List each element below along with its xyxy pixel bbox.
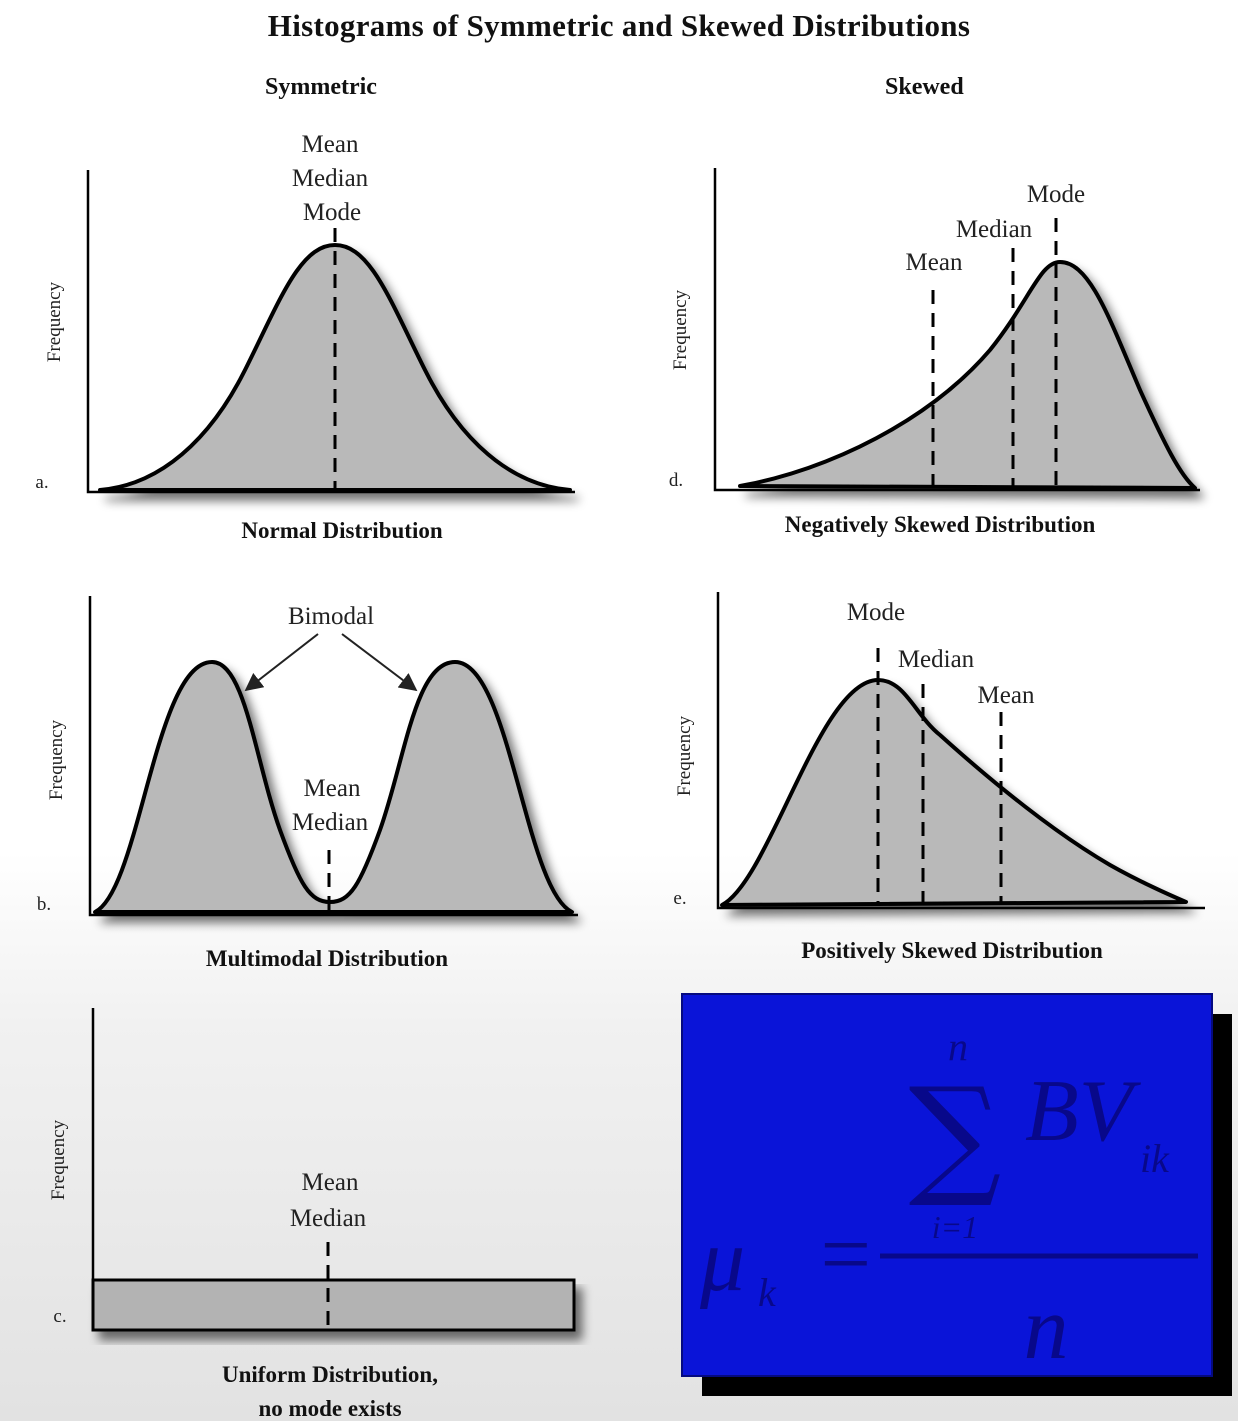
panel-uniform: Mean Median Frequency c. Uniform Distrib… (48, 1008, 576, 1421)
formula-lhs-subscript: k (758, 1270, 777, 1315)
panel-e-label-mode: Mode (847, 599, 905, 626)
panel-d-letter: d. (669, 470, 683, 491)
formula-summand: BV (1025, 1063, 1142, 1160)
panel-c-caption-line-1: Uniform Distribution, (222, 1362, 438, 1387)
panel-b-axes (88, 596, 578, 917)
panel-a-label-mean: Mean (302, 131, 359, 158)
uniform-bar (91, 1278, 576, 1332)
bimodal-arrow-right (341, 633, 418, 692)
panel-d-label-mode: Mode (1027, 181, 1085, 208)
formula-denominator: n (1024, 1279, 1069, 1378)
bimodal-arrow-left (244, 633, 319, 692)
panel-negative-skew: Mean Median Mode Frequency d. Negatively… (669, 168, 1200, 537)
panel-b-caption: Multimodal Distribution (206, 946, 448, 971)
formula-equals: = (815, 1205, 876, 1304)
formula-lower-limit: i=1 (932, 1209, 978, 1245)
panel-a-label-median: Median (292, 165, 369, 192)
panel-e-y-label: Frequency (674, 715, 695, 796)
diagram-title: Histograms of Symmetric and Skewed Distr… (267, 8, 971, 43)
formula-summand-subscript: ik (1140, 1136, 1170, 1181)
panel-a-label-mode: Mode (303, 199, 361, 226)
mean-formula-box: n ∑ BV ik i=1 μ k = n (681, 993, 1232, 1396)
panel-e-label-median: Median (898, 646, 975, 673)
panel-e-letter: e. (673, 888, 686, 909)
formula-box-background (681, 993, 1213, 1377)
panel-multimodal: Bimodal Mean Median Frequency b. Multimo… (37, 596, 578, 971)
panel-a-y-label: Frequency (44, 281, 65, 362)
panel-e-axes (716, 592, 1205, 910)
panel-normal: Mean Median Mode Frequency a. Normal Dis… (35, 131, 575, 543)
panel-positive-skew: Mode Median Mean Frequency e. Positively… (673, 592, 1205, 963)
panel-c-letter: c. (53, 1306, 66, 1327)
positive-skew-curve (720, 678, 1188, 907)
panel-d-y-label: Frequency (670, 289, 691, 370)
column-heading-symmetric: Symmetric (265, 74, 377, 100)
formula-lhs: μ (699, 1211, 745, 1310)
panel-b-bimodal-label: Bimodal (288, 603, 374, 630)
panel-e-caption: Positively Skewed Distribution (801, 938, 1103, 963)
panel-c-caption-line-2: no mode exists (258, 1396, 401, 1421)
panel-b-letter: b. (37, 894, 51, 915)
panel-b-y-label: Frequency (46, 719, 67, 800)
panel-a-caption: Normal Distribution (241, 518, 442, 543)
sigma-icon: ∑ (909, 1059, 1002, 1211)
panel-c-label-median: Median (290, 1205, 367, 1232)
panel-d-axes (713, 168, 1200, 492)
negative-skew-curve (738, 260, 1197, 490)
panel-a-letter: a. (35, 472, 48, 493)
panel-b-label-median: Median (292, 809, 369, 836)
panel-c-y-label: Frequency (48, 1119, 69, 1200)
panel-d-caption: Negatively Skewed Distribution (785, 512, 1096, 537)
panel-e-label-mean: Mean (978, 682, 1035, 709)
column-heading-skewed: Skewed (885, 74, 964, 100)
panel-d-label-mean: Mean (906, 249, 963, 276)
panel-b-label-mean: Mean (304, 775, 361, 802)
panel-c-label-mean: Mean (302, 1169, 359, 1196)
formula-upper-limit: n (948, 1024, 968, 1069)
panel-d-label-median: Median (956, 216, 1033, 243)
